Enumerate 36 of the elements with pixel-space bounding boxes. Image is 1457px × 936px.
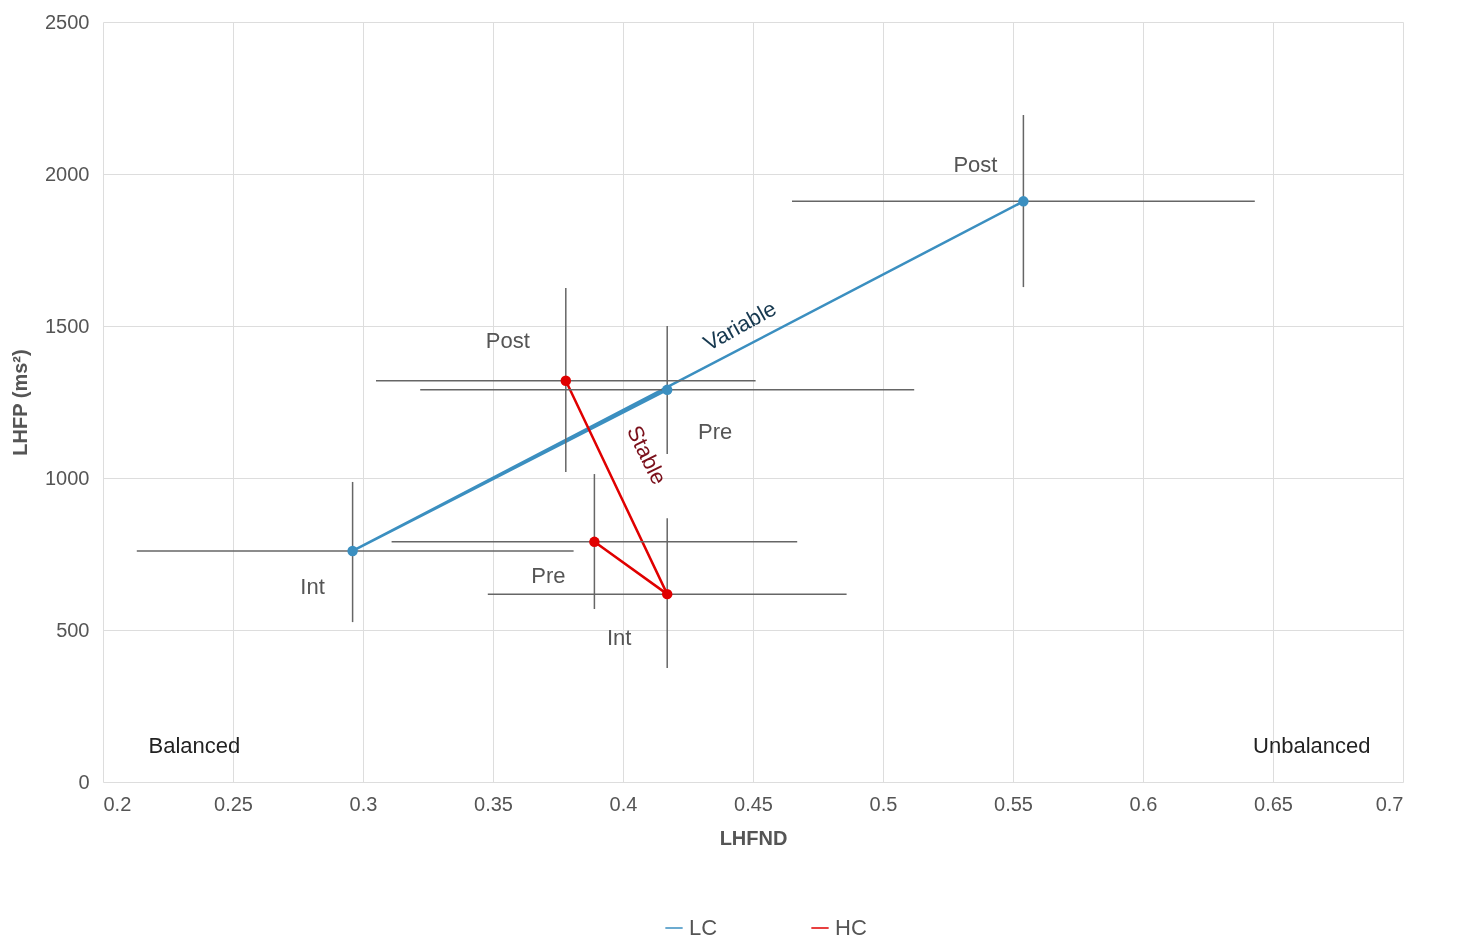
annotation: Post: [485, 327, 530, 353]
annotation: Unbalanced: [1253, 733, 1371, 759]
x-tick-label: 0.3: [349, 792, 378, 815]
x-tick-label: 0.5: [869, 792, 898, 815]
y-tick-label: 500: [56, 618, 90, 641]
annotation: Int: [606, 625, 632, 651]
annotation: Stable: [621, 421, 672, 489]
annotation: Int: [300, 573, 325, 599]
point: [661, 384, 673, 396]
y-axis-title: LHFP (ms²): [9, 349, 32, 456]
x-axis-title: LHFND: [719, 826, 788, 849]
x-tick-label: 0.4: [609, 792, 638, 815]
annotation: Pre: [698, 418, 733, 444]
point: [1018, 196, 1029, 207]
annotation: Pre: [531, 562, 566, 588]
x-tick-label: 0.35: [474, 792, 513, 815]
x-tick-label: 0.65: [1254, 792, 1293, 815]
point: [589, 536, 600, 548]
x-tick-label: 0.6: [1129, 792, 1158, 815]
point: [560, 375, 572, 386]
y-tick-label: 1500: [45, 314, 90, 337]
y-tick-label: 2500: [45, 10, 90, 33]
point: [661, 588, 673, 600]
y-tick-label: 2000: [45, 162, 90, 185]
y-tick-label: 0: [78, 770, 90, 793]
x-tick-label: 0.45: [734, 792, 773, 815]
x-tick-label: 0.2: [103, 792, 132, 815]
annotation: Balanced: [148, 733, 241, 759]
y-tick-label: 1000: [45, 466, 90, 489]
legend-label: LC: [689, 915, 718, 936]
point: [347, 545, 358, 557]
x-tick-label: 0.25: [214, 792, 253, 815]
x-tick-label: 0.55: [994, 792, 1033, 815]
x-tick-label: 0.7: [1375, 792, 1404, 815]
annotation: Post: [953, 152, 998, 178]
legend-label: HC: [835, 915, 867, 936]
